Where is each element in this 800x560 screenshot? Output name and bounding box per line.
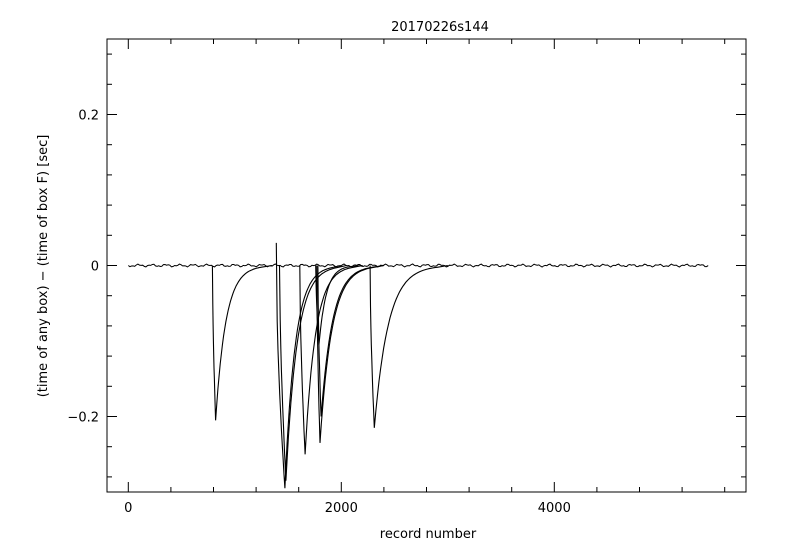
dip-series bbox=[299, 264, 363, 455]
x-axis-title: record number bbox=[380, 527, 477, 542]
axis-tick-labels: 0 2000 4000 −0.2 0 0.2 bbox=[67, 109, 570, 517]
dip-series bbox=[315, 264, 363, 345]
data-curves bbox=[128, 242, 709, 489]
x-tick-label: 0 bbox=[124, 501, 132, 516]
y-tick-label: 0 bbox=[91, 260, 99, 275]
dip-series bbox=[211, 264, 273, 421]
dip-series bbox=[278, 264, 347, 481]
dip-series bbox=[317, 264, 384, 417]
y-tick-label: −0.2 bbox=[67, 411, 99, 426]
y-tick-label: 0.2 bbox=[78, 109, 99, 124]
dip-series bbox=[275, 242, 342, 489]
dip-series bbox=[316, 264, 384, 443]
chart-title: 20170226s144 bbox=[391, 20, 489, 35]
y-axis-title: (time of any box) − (time of box F) [sec… bbox=[36, 135, 51, 398]
dip-series bbox=[369, 264, 448, 428]
x-tick-label: 2000 bbox=[325, 501, 358, 516]
axis-ticks bbox=[107, 39, 746, 492]
x-tick-label: 4000 bbox=[538, 501, 571, 516]
baseline-series bbox=[128, 263, 709, 268]
